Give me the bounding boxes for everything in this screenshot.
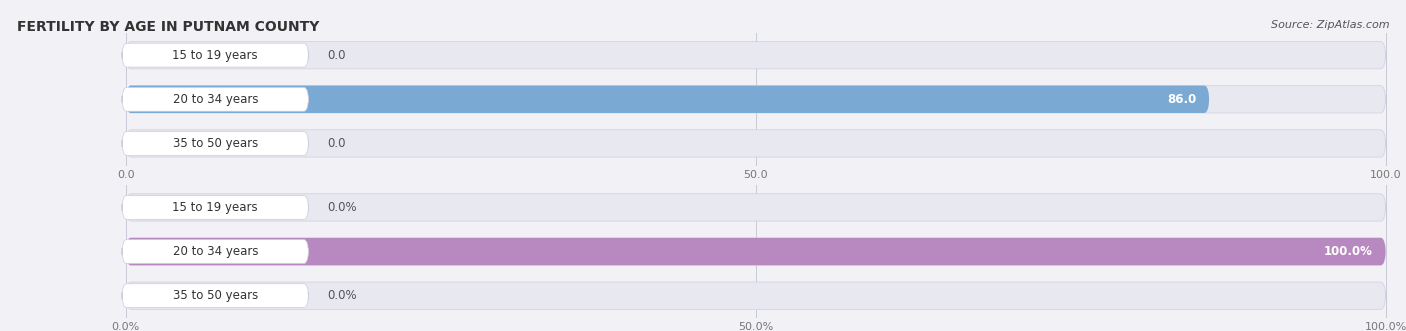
FancyBboxPatch shape [122, 284, 308, 307]
FancyBboxPatch shape [125, 238, 1386, 265]
Text: FERTILITY BY AGE IN PUTNAM COUNTY: FERTILITY BY AGE IN PUTNAM COUNTY [17, 20, 319, 34]
FancyBboxPatch shape [122, 87, 308, 111]
Text: 35 to 50 years: 35 to 50 years [173, 137, 257, 150]
Text: 35 to 50 years: 35 to 50 years [173, 289, 257, 302]
Text: 86.0: 86.0 [1167, 93, 1197, 106]
Text: 0.0%: 0.0% [328, 289, 357, 302]
FancyBboxPatch shape [125, 86, 1209, 113]
Text: 0.0: 0.0 [328, 49, 346, 62]
Text: 15 to 19 years: 15 to 19 years [173, 49, 259, 62]
FancyBboxPatch shape [122, 43, 308, 67]
FancyBboxPatch shape [125, 130, 1386, 157]
FancyBboxPatch shape [122, 131, 308, 155]
Text: Source: ZipAtlas.com: Source: ZipAtlas.com [1271, 20, 1389, 30]
FancyBboxPatch shape [125, 86, 1386, 113]
FancyBboxPatch shape [125, 238, 1386, 265]
FancyBboxPatch shape [125, 282, 1386, 309]
FancyBboxPatch shape [125, 194, 1386, 221]
FancyBboxPatch shape [122, 196, 308, 219]
FancyBboxPatch shape [125, 41, 1386, 69]
Text: 0.0%: 0.0% [328, 201, 357, 214]
FancyBboxPatch shape [122, 240, 308, 263]
Text: 20 to 34 years: 20 to 34 years [173, 93, 259, 106]
Text: 15 to 19 years: 15 to 19 years [173, 201, 259, 214]
Text: 20 to 34 years: 20 to 34 years [173, 245, 259, 258]
Text: 0.0: 0.0 [328, 137, 346, 150]
Text: 100.0%: 100.0% [1324, 245, 1374, 258]
